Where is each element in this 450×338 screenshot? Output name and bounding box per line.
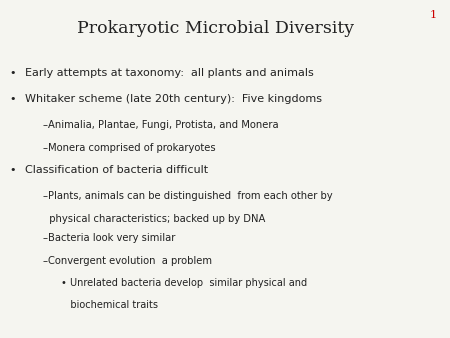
Text: Early attempts at taxonomy:  all plants and animals: Early attempts at taxonomy: all plants a… — [25, 68, 314, 78]
Text: •: • — [9, 94, 15, 104]
Text: Classification of bacteria difficult: Classification of bacteria difficult — [25, 165, 208, 175]
Text: Whitaker scheme (late 20th century):  Five kingdoms: Whitaker scheme (late 20th century): Fiv… — [25, 94, 322, 104]
Text: –Monera comprised of prokaryotes: –Monera comprised of prokaryotes — [43, 143, 216, 153]
Text: –Convergent evolution  a problem: –Convergent evolution a problem — [43, 256, 212, 266]
Text: Prokaryotic Microbial Diversity: Prokaryotic Microbial Diversity — [77, 20, 355, 37]
Text: –Plants, animals can be distinguished  from each other by: –Plants, animals can be distinguished fr… — [43, 191, 333, 201]
Text: biochemical traits: biochemical traits — [61, 300, 158, 310]
Text: physical characteristics; backed up by DNA: physical characteristics; backed up by D… — [43, 214, 265, 224]
Text: –Bacteria look very similar: –Bacteria look very similar — [43, 233, 175, 243]
Text: •: • — [9, 68, 15, 78]
Text: • Unrelated bacteria develop  similar physical and: • Unrelated bacteria develop similar phy… — [61, 278, 307, 288]
Text: –Animalia, Plantae, Fungi, Protista, and Monera: –Animalia, Plantae, Fungi, Protista, and… — [43, 120, 279, 130]
Text: 1: 1 — [429, 10, 436, 20]
Text: •: • — [9, 165, 15, 175]
